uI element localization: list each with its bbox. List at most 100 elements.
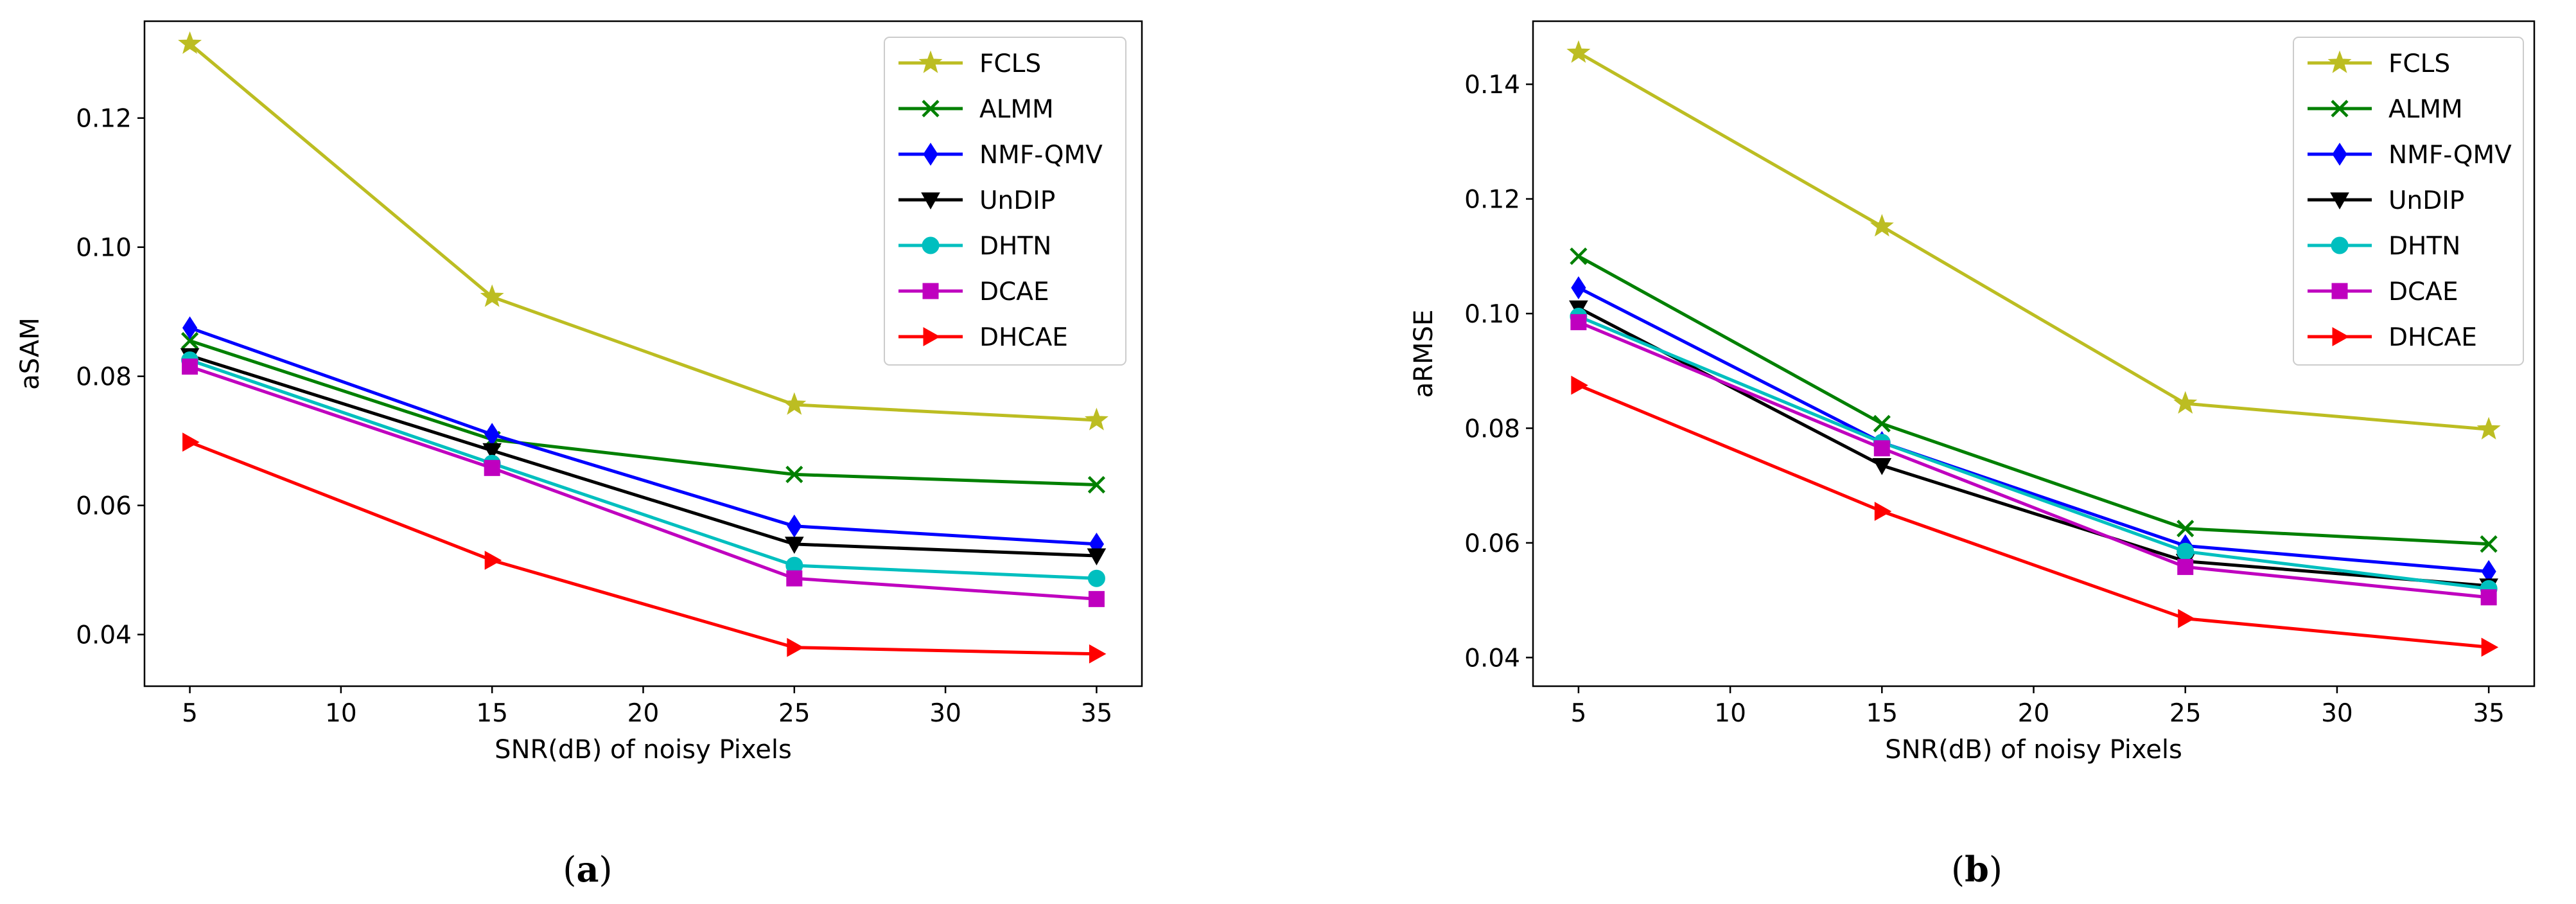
x-tick-label: 10: [1714, 699, 1746, 728]
data-point-almm: [181, 332, 199, 350]
legend-entry-dcae: DCAE: [2308, 278, 2458, 306]
y-tick-label: 0.08: [76, 363, 132, 392]
x-tick-label: 10: [325, 699, 357, 728]
data-point-nmf-qmv: [182, 316, 198, 340]
legend-marker-nmf-qmv: [923, 143, 938, 166]
series-fcls: [1566, 40, 2501, 439]
x-tick-label: 25: [778, 699, 810, 728]
series-dcae: [1570, 314, 2497, 606]
legend-label: DHCAE: [979, 323, 1068, 352]
data-point-dcae: [1570, 314, 1587, 330]
legend-marker-fcls: [918, 50, 943, 73]
legend-marker-undip: [2330, 192, 2349, 210]
data-point-fcls: [1084, 407, 1108, 430]
legend-entry-undip: UnDIP: [2308, 186, 2464, 215]
y-tick-label: 0.10: [1464, 300, 1520, 329]
y-tick-label: 0.10: [76, 234, 132, 263]
data-point-dhcae: [484, 551, 502, 570]
chart-panel-a: 5 10 15 20 25 30 35 0.04 0.06 0.08 0.10 0.12 SNR(dB)…: [15, 20, 1143, 890]
x-axis-label: SNR(dB) of noisy Pixels: [495, 735, 792, 765]
x-tick-label: 5: [1570, 699, 1586, 728]
legend-marker-dhcae: [2332, 327, 2350, 346]
series-line-dhcae: [189, 440, 1097, 656]
data-point-dhcae: [182, 432, 200, 452]
x-tick-label: 35: [2473, 699, 2505, 728]
data-point-nmf-qmv: [787, 514, 802, 538]
data-point-dcae: [2480, 589, 2497, 606]
panel-label: (a): [563, 849, 612, 890]
series-line-fcls: [188, 42, 1097, 422]
legend-label: DCAE: [2388, 278, 2458, 306]
legend-marker-dcae: [922, 283, 939, 299]
legend-label: DHTN: [979, 232, 1051, 261]
data-point-dhtn: [1087, 569, 1105, 587]
series-line-dhtn: [1577, 315, 2489, 590]
legend-label: UnDIP: [979, 186, 1055, 215]
series-dhcae: [1571, 375, 2499, 657]
series-almm: [1570, 247, 2498, 553]
data-point-undip: [1872, 457, 1892, 475]
data-point-dcae: [484, 459, 500, 476]
legend-entry-dcae: DCAE: [898, 278, 1049, 306]
data-point-fcls: [480, 284, 504, 307]
data-point-dhcae: [2178, 608, 2195, 628]
legend-label: FCLS: [979, 49, 1041, 78]
legend: FCLS ALMM NMF-QMV UnDIP DHTN DCAE DHCAE: [2293, 37, 2524, 366]
series-line-nmf-qmv: [189, 326, 1097, 546]
legend-marker-nmf-qmv: [2332, 143, 2347, 166]
legend-label: NMF-QMV: [979, 141, 1103, 170]
legend-marker-dhtn: [2331, 236, 2349, 254]
data-point-dcae: [2177, 558, 2194, 575]
series-line-almm: [1577, 254, 2489, 546]
data-point-undip: [784, 536, 804, 554]
series-dcae: [182, 359, 1105, 607]
series-dhtn: [181, 351, 1105, 587]
legend-marker-dcae: [2331, 283, 2348, 299]
data-point-dcae: [1873, 440, 1890, 457]
data-point-fcls: [1566, 40, 1591, 63]
data-point-fcls: [178, 31, 202, 54]
legend-entry-almm: ALMM: [898, 95, 1054, 124]
data-point-nmf-qmv: [484, 423, 500, 447]
series-fcls: [178, 31, 1108, 430]
series-dhcae: [182, 432, 1107, 664]
series-line-dhtn: [189, 359, 1097, 580]
series-line-dcae: [1577, 321, 2489, 599]
legend-entry-nmf-qmv: NMF-QMV: [898, 141, 1103, 170]
legend-entry-dhcae: DHCAE: [898, 323, 1068, 352]
data-point-undip: [1087, 548, 1107, 566]
legend-marker-undip: [921, 192, 940, 210]
data-point-dcae: [786, 570, 803, 587]
legend-entry-fcls: FCLS: [2308, 49, 2450, 78]
panel-label: (b): [1951, 849, 2002, 890]
data-point-fcls: [782, 392, 807, 415]
legend-marker-dhcae: [923, 327, 941, 346]
legend-label: ALMM: [979, 95, 1054, 124]
legend-label: ALMM: [2388, 95, 2463, 124]
data-point-nmf-qmv: [1571, 276, 1586, 299]
legend-entry-dhtn: DHTN: [2308, 232, 2460, 261]
legend-label: DHCAE: [2388, 323, 2477, 352]
x-axis-label: SNR(dB) of noisy Pixels: [1885, 735, 2182, 765]
y-tick-label: 0.04: [76, 621, 132, 650]
series-line-dhcae: [1577, 384, 2489, 649]
data-point-almm: [2177, 520, 2195, 538]
data-point-dhcae: [1571, 375, 1588, 395]
series-line-almm: [189, 339, 1097, 486]
x-tick-label: 30: [929, 699, 961, 728]
legend-label: DHTN: [2388, 232, 2460, 261]
data-point-almm: [1873, 414, 1891, 432]
legend-label: UnDIP: [2388, 186, 2464, 215]
legend-marker-dhtn: [922, 236, 940, 254]
series-line-nmf-qmv: [1577, 286, 2489, 574]
data-point-undip: [482, 443, 502, 461]
y-tick-label: 0.14: [1464, 71, 1520, 100]
series-line-undip: [189, 354, 1097, 558]
legend-entry-almm: ALMM: [2308, 95, 2463, 124]
data-point-fcls: [2476, 416, 2501, 439]
legend-marker-almm: [922, 100, 940, 118]
x-tick-label: 15: [476, 699, 508, 728]
legend-label: NMF-QMV: [2388, 141, 2512, 170]
data-point-almm: [1087, 475, 1106, 494]
